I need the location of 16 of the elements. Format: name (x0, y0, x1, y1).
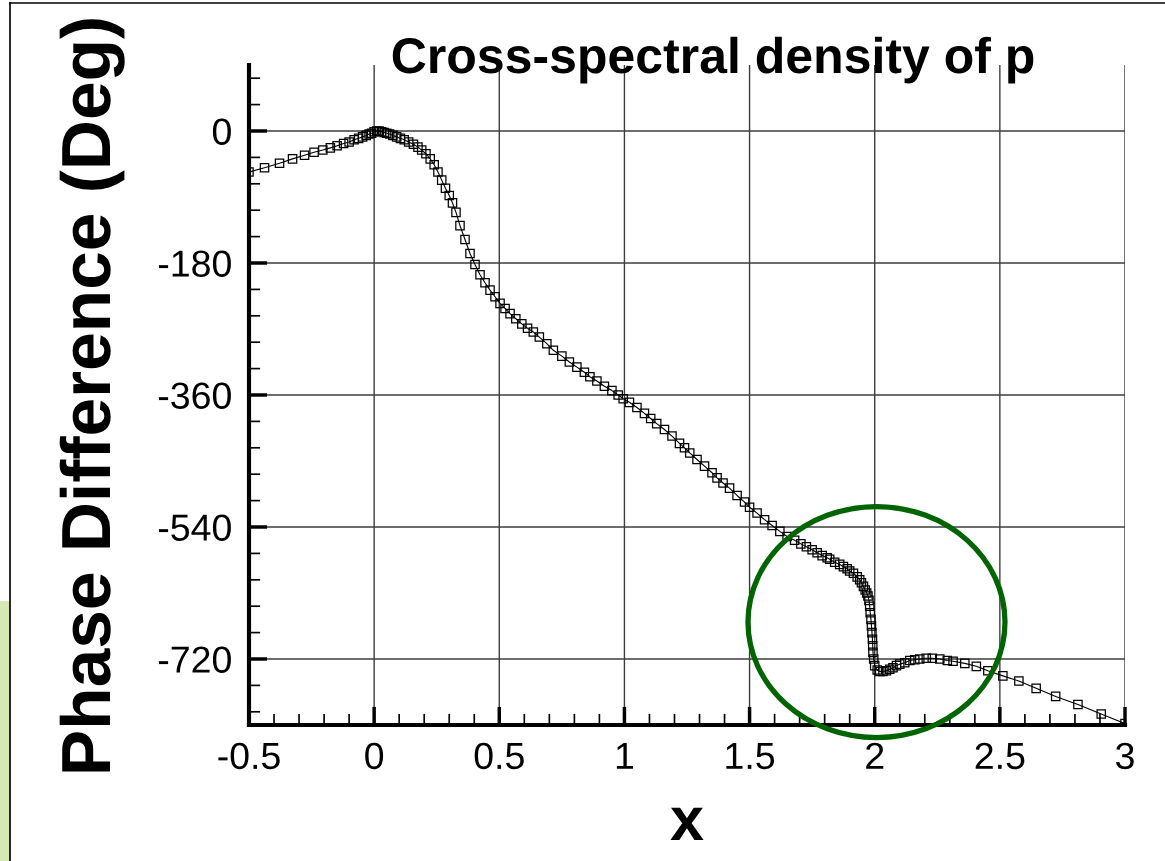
x-tick-label: 2 (866, 742, 884, 769)
x-tick-label: 1.5 (726, 743, 775, 770)
x-axis-title: x (670, 807, 704, 840)
y-tick-label: -540 (158, 514, 231, 541)
y-tick-label: -720 (158, 646, 231, 673)
y-tick-label: -180 (158, 250, 231, 277)
x-tick-label: 3 (1116, 742, 1134, 770)
y-tick-label: -360 (158, 382, 231, 409)
x-tick-label: 2.5 (975, 742, 1025, 770)
chart-title: Cross-spectral density of p (392, 36, 1034, 84)
x-tick-label: 0.5 (474, 742, 524, 770)
x-tick-label: 0 (365, 742, 384, 770)
x-tick-label: 1 (616, 743, 634, 769)
y-tick-label: 0 (212, 118, 231, 145)
x-tick-label: -0.5 (218, 742, 280, 770)
y-axis-title: Phase Difference (Deg) (59, 19, 125, 772)
